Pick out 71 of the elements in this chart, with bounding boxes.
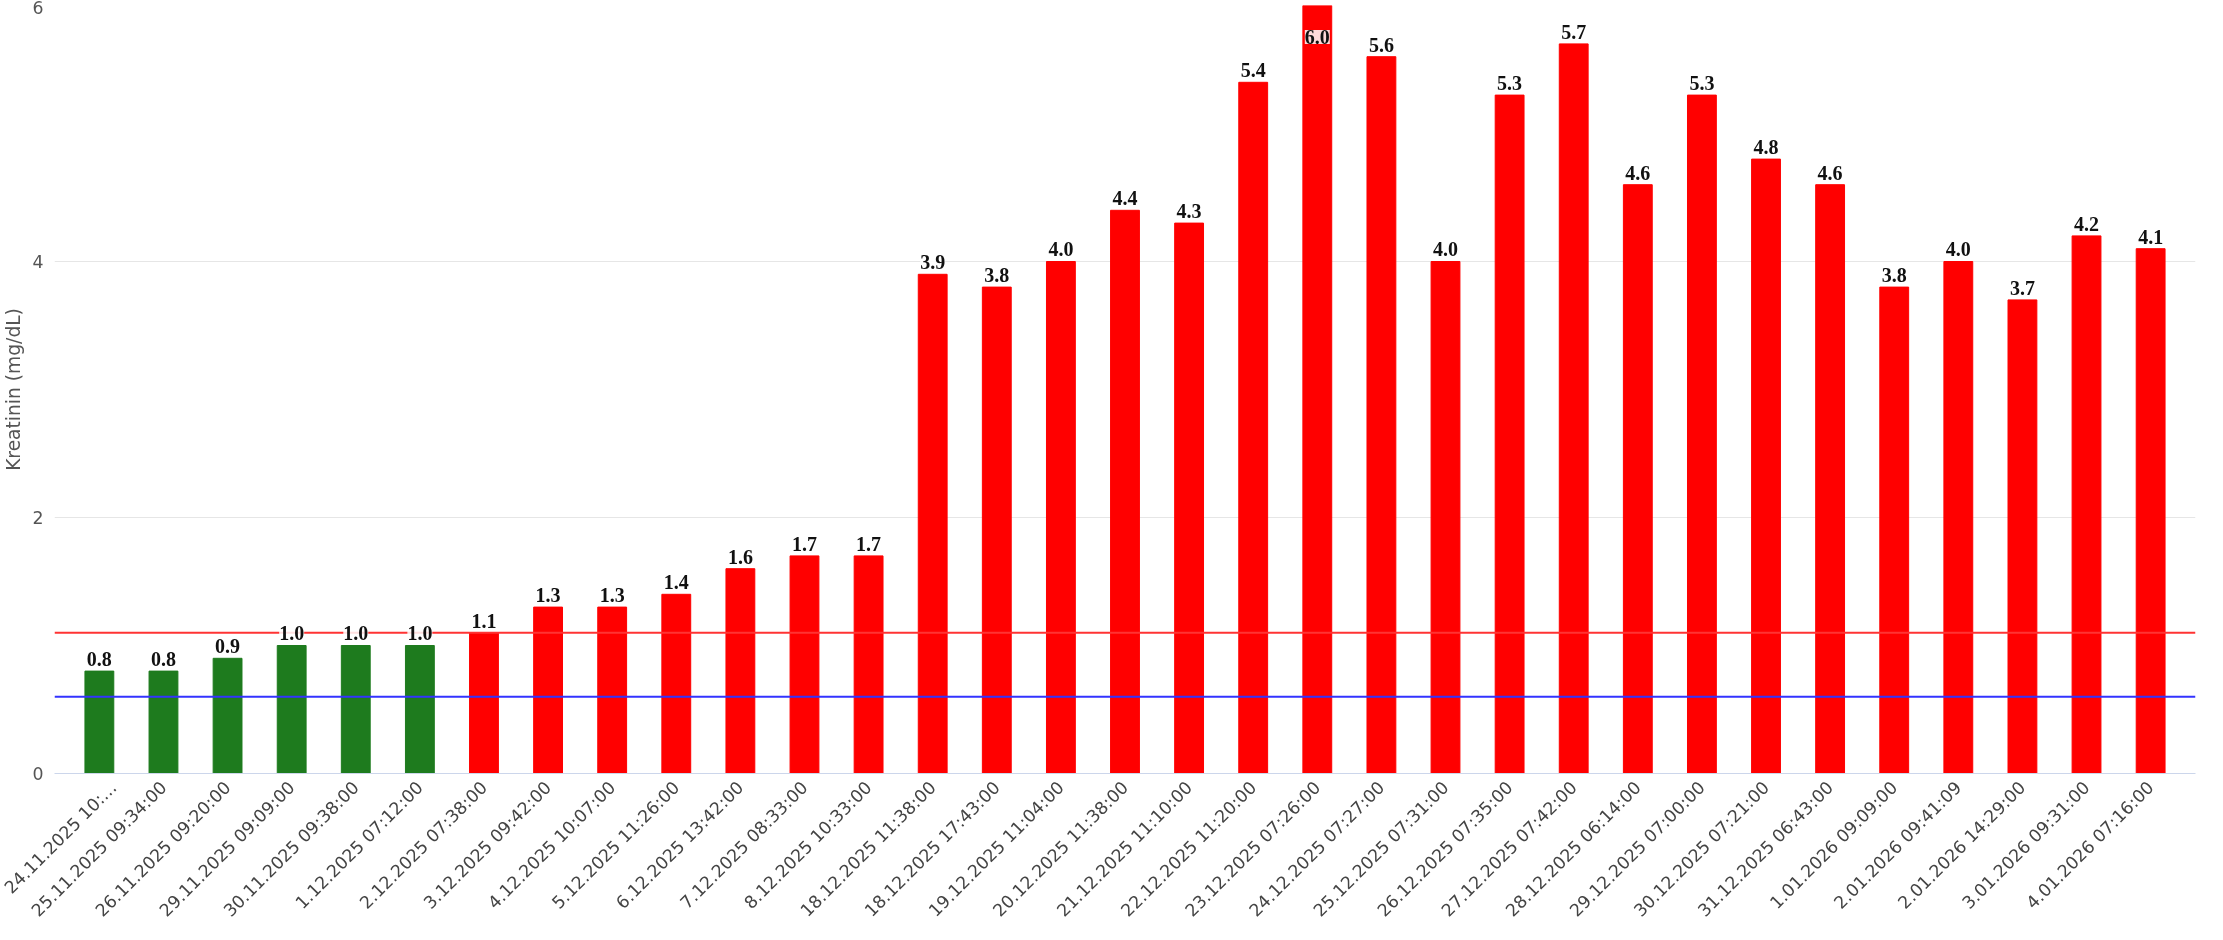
- bar: [725, 568, 756, 774]
- data-label: 5.3: [1689, 71, 1715, 94]
- data-label: 5.7: [1561, 20, 1587, 43]
- data-label: 3.8: [1881, 263, 1907, 286]
- bar: [1879, 286, 1910, 774]
- data-label: 4.0: [1048, 238, 1074, 261]
- bar: [1622, 184, 1653, 774]
- bar: [1174, 222, 1205, 774]
- data-label: 1.6: [727, 545, 753, 568]
- data-label: 1.7: [856, 532, 882, 555]
- y-tick-label: 6: [32, 0, 44, 18]
- bar: [276, 645, 307, 774]
- bar: [1430, 261, 1461, 774]
- data-label: 0.8: [150, 647, 176, 670]
- bar: [1751, 158, 1781, 774]
- bar: [212, 657, 243, 774]
- bar: [1045, 261, 1076, 774]
- y-tick-label: 4: [32, 252, 44, 272]
- data-label: 3.7: [2009, 276, 2035, 299]
- data-label: 1.0: [343, 622, 369, 645]
- data-label: 4.6: [1817, 161, 1843, 184]
- data-label: 4.8: [1753, 135, 1779, 158]
- data-label: 1.0: [279, 622, 305, 645]
- bar: [1238, 81, 1269, 774]
- bar: [340, 645, 371, 774]
- bar: [1366, 56, 1397, 774]
- bar: [981, 286, 1012, 774]
- data-label: 1.7: [791, 532, 817, 555]
- data-label: 4.2: [2074, 212, 2100, 235]
- bar: [404, 645, 435, 774]
- bar: [1686, 94, 1717, 774]
- bar: [853, 555, 884, 774]
- data-label: 0.9: [215, 635, 241, 658]
- data-label: 4.6: [1625, 161, 1651, 184]
- bar: [2071, 235, 2102, 774]
- data-label: 3.9: [920, 251, 946, 274]
- bar: [1558, 43, 1589, 774]
- bar: [661, 593, 692, 774]
- bar: [1494, 94, 1525, 774]
- bar: [2007, 299, 2038, 774]
- data-label: 4.3: [1176, 199, 1202, 222]
- bar: [789, 555, 820, 774]
- bar: [597, 606, 628, 774]
- data-label: 1.1: [471, 609, 497, 632]
- bar: [84, 670, 115, 774]
- data-label: 4.4: [1112, 187, 1138, 210]
- data-label: 5.4: [1240, 59, 1266, 82]
- y-axis-title: Kreatinin (mg/dL): [3, 308, 25, 471]
- data-label: 5.6: [1368, 33, 1394, 56]
- bar: [917, 273, 948, 774]
- bar: [469, 632, 499, 774]
- bar: [1815, 184, 1846, 774]
- data-label: 1.3: [535, 583, 561, 606]
- data-label: 1.4: [663, 571, 689, 594]
- bar: [1110, 209, 1140, 774]
- data-label: 6.0: [1304, 25, 1330, 48]
- bar: [1302, 5, 1333, 774]
- data-label: 3.8: [984, 263, 1010, 286]
- data-label: 0.8: [86, 647, 112, 670]
- data-label: 4.0: [1433, 238, 1459, 261]
- bar: [533, 606, 564, 774]
- y-tick-label: 2: [32, 508, 44, 528]
- data-label: 1.0: [407, 622, 433, 645]
- bar: [1943, 261, 1974, 774]
- bar: [148, 670, 179, 774]
- y-tick-label: 0: [32, 764, 44, 784]
- bar: [2135, 248, 2166, 774]
- data-label: 1.3: [599, 583, 625, 606]
- data-label: 4.0: [1945, 238, 1971, 261]
- data-label: 4.1: [2138, 225, 2164, 248]
- data-label: 5.3: [1497, 71, 1523, 94]
